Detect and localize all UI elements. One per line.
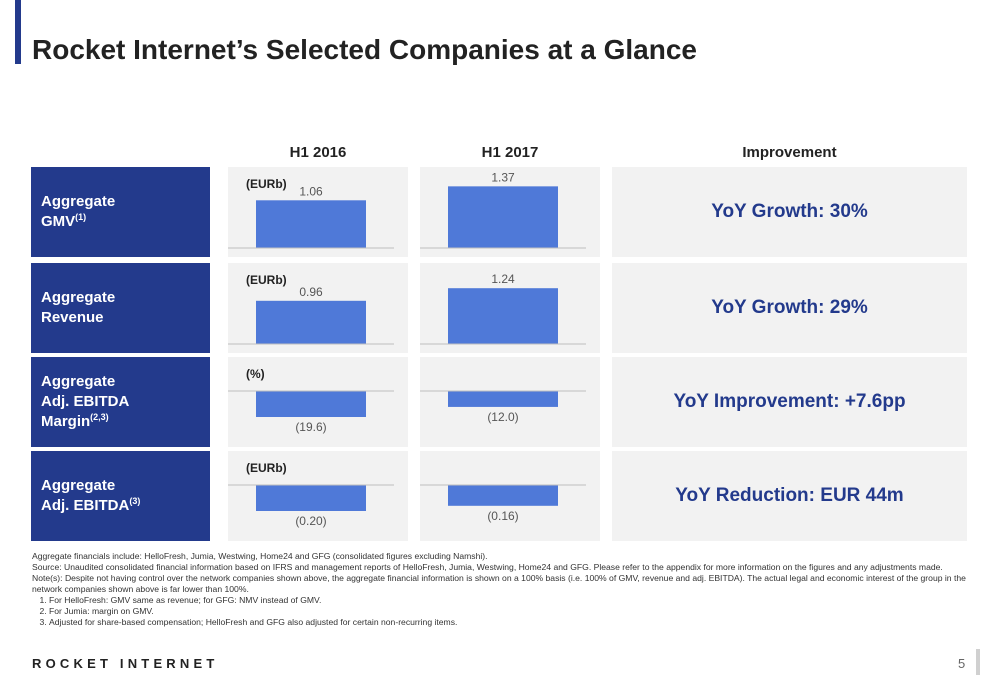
row-label-text: Aggregate GMV(1) (41, 192, 115, 232)
bar-chart: 1.06 (228, 184, 394, 249)
bar-chart: (0.20) (228, 484, 394, 528)
bar-chart: (0.16) (420, 484, 586, 523)
row-label-line: Adj. EBITDA (41, 497, 130, 514)
row-label-line: Aggregate (41, 289, 116, 306)
bar (256, 391, 366, 417)
footnote-list: For HelloFresh: GMV same as revenue; for… (32, 595, 968, 628)
unit-label: (EURb) (246, 177, 287, 191)
improvement-cell: YoY Growth: 30% (612, 167, 967, 257)
column-header-h1-2016: H1 2016 (289, 144, 347, 161)
bar (448, 288, 558, 344)
row-label-text: Aggregate Adj. EBITDA Margin(2,3) (41, 372, 129, 432)
bar-chart: (12.0) (420, 390, 586, 424)
bar (256, 200, 366, 248)
page-title: Rocket Internet’s Selected Companies at … (32, 34, 697, 65)
row-label-line: Aggregate (41, 373, 116, 390)
row-label-text: Aggregate Adj. EBITDA(3) (41, 476, 140, 516)
page-number-bar (976, 649, 980, 675)
data-label: (0.16) (487, 509, 518, 523)
data-label: (0.20) (295, 514, 326, 528)
data-label: 1.24 (491, 272, 515, 286)
row-label: Aggregate Revenue (31, 263, 210, 353)
bar (256, 485, 366, 511)
unit-label: (EURb) (246, 273, 287, 287)
row-label-line: Aggregate (41, 193, 116, 210)
footnote-ref: (3) (129, 496, 141, 506)
bar-chart: 1.37 (420, 170, 586, 249)
row-label-text: Aggregate Revenue (41, 288, 115, 328)
improvement-text: YoY Growth: 29% (711, 297, 868, 318)
footnote-item: For Jumia: margin on GMV. (49, 606, 968, 617)
accent-bar (15, 0, 21, 64)
footnote-source: Source: Unaudited consolidated financial… (32, 562, 943, 572)
bar-chart: 1.24 (420, 272, 586, 345)
row-label-line: GMV (41, 213, 76, 230)
row-label: Aggregate Adj. EBITDA(3) (31, 451, 210, 541)
bar (448, 485, 558, 506)
page-number: 5 (958, 656, 966, 671)
improvement-text: YoY Growth: 30% (711, 201, 868, 222)
footnote-ref: (1) (75, 212, 87, 222)
row-label-line: Adj. EBITDA (41, 393, 130, 410)
row-label-line: Margin (41, 413, 91, 430)
row-label: Aggregate Adj. EBITDA Margin(2,3) (31, 357, 210, 447)
unit-label: (EURb) (246, 461, 287, 475)
data-label: 1.06 (299, 184, 323, 198)
improvement-text: YoY Reduction: EUR 44m (675, 485, 904, 506)
bar-chart: (19.6) (228, 390, 394, 434)
improvement-text: YoY Improvement: +7.6pp (673, 391, 906, 412)
bar (448, 391, 558, 407)
data-label: 0.96 (299, 285, 323, 299)
column-header-improvement: Improvement (742, 144, 837, 161)
improvement-cell: YoY Reduction: EUR 44m (612, 451, 967, 541)
improvement-cell: YoY Growth: 29% (612, 263, 967, 353)
bar-chart: 0.96 (228, 285, 394, 345)
row-label: Aggregate GMV(1) (31, 167, 210, 257)
footnotes: Aggregate financials include: HelloFresh… (32, 551, 968, 628)
row-label-line: Revenue (41, 309, 104, 326)
footnote-note: Note(s): Despite not having control over… (32, 573, 966, 594)
unit-label: (%) (246, 367, 265, 381)
data-label: 1.37 (491, 170, 515, 184)
footnote-intro: Aggregate financials include: HelloFresh… (32, 551, 488, 561)
bar (256, 300, 366, 344)
column-header-h1-2017: H1 2017 (481, 144, 539, 161)
improvement-cell: YoY Improvement: +7.6pp (612, 357, 967, 447)
footnote-item: For HelloFresh: GMV same as revenue; for… (49, 595, 968, 606)
data-label: (19.6) (295, 420, 326, 434)
footnote-item: Adjusted for share-based compensation; H… (49, 617, 968, 628)
row-label-line: Aggregate (41, 477, 116, 494)
rocket-internet-logo: ROCKET INTERNET (32, 656, 219, 671)
bar (448, 186, 558, 248)
data-label: (12.0) (487, 410, 518, 424)
footnote-ref: (2,3) (90, 412, 109, 422)
